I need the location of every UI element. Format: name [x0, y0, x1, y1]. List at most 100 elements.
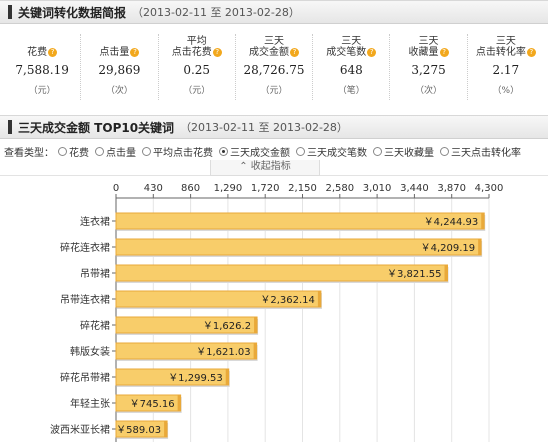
- bar-value-label: ￥1,621.03: [196, 347, 251, 358]
- stat-value: 2.17: [492, 63, 520, 77]
- summary-panel-header: 关键词转化数据简报 （2013-02-11 至 2013-02-28）: [0, 0, 548, 24]
- bar-end-cap: [164, 421, 168, 437]
- view-type-option[interactable]: 三天点击转化率: [440, 144, 521, 159]
- radio-label: 点击量: [106, 147, 136, 159]
- help-icon[interactable]: ?: [289, 48, 299, 57]
- view-type-filter: 查看类型： 花费 点击量 平均点击花费 三天成交金额 三天成交笔数 三天收藏量 三天点击转化…: [4, 143, 544, 159]
- x-tick-label: 3,010: [363, 183, 392, 194]
- view-type-option[interactable]: 花费: [58, 144, 89, 159]
- stat-item: 三天 成交金额? 28,726.75 （元）: [236, 34, 314, 100]
- radio-button[interactable]: [58, 146, 67, 156]
- help-icon[interactable]: ?: [130, 48, 140, 57]
- radio-button[interactable]: [219, 146, 228, 156]
- top10-title: 三天成交金额 TOP10关键词: [18, 120, 175, 135]
- bar-end-cap: [481, 213, 485, 229]
- radio-button[interactable]: [95, 146, 104, 156]
- summary-stats: 花费? 7,588.19 （元） 点击量? 29,869 （次） 平均 点击花费? 0.25 （元…: [4, 34, 544, 100]
- help-icon[interactable]: ?: [48, 48, 58, 57]
- x-tick-label: 430: [144, 183, 163, 194]
- stat-unit: （元）: [260, 86, 288, 96]
- bar-end-cap: [444, 265, 448, 281]
- radio-button[interactable]: [373, 146, 382, 156]
- radio-label: 平均点击花费: [153, 147, 213, 159]
- bar-end-cap: [317, 291, 321, 307]
- view-type-option[interactable]: 三天收藏量: [373, 144, 434, 159]
- x-tick-label: 4,300: [475, 183, 504, 194]
- stat-unit: （元）: [28, 86, 56, 96]
- help-icon[interactable]: ?: [367, 48, 377, 57]
- help-icon[interactable]: ?: [212, 48, 222, 57]
- x-tick-label: 2,580: [325, 183, 354, 194]
- bar-value-label: ￥4,209.19: [421, 243, 476, 254]
- stat-unit: （%）: [492, 86, 520, 96]
- top10-panel-header: 三天成交金额 TOP10关键词 （2013-02-11 至 2013-02-28…: [0, 115, 548, 139]
- radio-label: 三天收藏量: [384, 147, 434, 159]
- stat-label-line: 平均: [186, 36, 207, 47]
- bar-value-label: ￥2,362.14: [260, 295, 315, 306]
- x-tick-label: 0: [113, 183, 119, 194]
- help-icon[interactable]: ?: [526, 48, 536, 57]
- stat-value: 648: [339, 63, 363, 77]
- category-label: 吊带裙: [80, 267, 110, 280]
- category-label: 连衣裙: [80, 215, 110, 228]
- bar-end-cap: [254, 317, 258, 333]
- stat-label-line: 收藏量: [408, 47, 439, 58]
- stat-unit: （笔）: [337, 86, 365, 96]
- view-type-option[interactable]: 点击量: [95, 144, 136, 159]
- stat-item: 花费? 7,588.19 （元）: [4, 34, 82, 100]
- view-type-option[interactable]: 三天成交金额: [219, 144, 290, 159]
- stat-label-line: 点击量: [99, 47, 130, 58]
- bar-end-cap: [177, 395, 181, 411]
- help-icon[interactable]: ?: [439, 48, 449, 57]
- summary-title: 关键词转化数据简报: [18, 5, 127, 20]
- view-type-option[interactable]: 三天成交笔数: [296, 144, 367, 159]
- bar-end-cap: [253, 343, 257, 359]
- stat-label-line: 花费: [27, 47, 48, 58]
- category-label: 韩版女装: [70, 345, 110, 358]
- x-tick-label: 3,440: [400, 183, 429, 194]
- bar-value-label: ￥3,821.55: [387, 269, 442, 280]
- stat-item: 平均 点击花费? 0.25 （元）: [159, 34, 236, 100]
- stat-label-line: 三天: [263, 36, 284, 47]
- radio-button[interactable]: [142, 146, 151, 156]
- stat-label-line: 三天: [418, 36, 439, 47]
- stat-value: 29,869: [98, 63, 141, 77]
- bar-value-label: ￥745.16: [130, 399, 175, 410]
- category-label: 吊带连衣裙: [60, 293, 110, 306]
- bar: [115, 394, 182, 412]
- stat-label-line: 三天: [341, 36, 362, 47]
- radio-button[interactable]: [296, 146, 305, 156]
- collapse-bar: ⌃ 收起指标: [0, 160, 548, 176]
- bar-value-label: ￥589.03: [116, 425, 161, 436]
- radio-label: 花费: [69, 147, 89, 159]
- stat-label-line: 成交金额: [248, 47, 289, 58]
- stat-unit: （元）: [183, 86, 211, 96]
- stat-label: 三天 成交笔数?: [326, 34, 377, 58]
- x-tick-label: 1,290: [214, 183, 243, 194]
- stat-label: 三天 点击转化率?: [476, 34, 536, 58]
- category-label: 年轻主张: [70, 397, 110, 410]
- stat-label: 平均 点击花费?: [172, 34, 222, 58]
- stat-unit: （次）: [415, 86, 443, 96]
- stat-item: 三天 收藏量? 3,275 （次）: [390, 34, 468, 100]
- stat-label: 三天 收藏量?: [409, 34, 449, 58]
- stat-label: 花费?: [27, 34, 58, 58]
- stat-label: 三天 成交金额?: [249, 34, 299, 58]
- radio-label: 三天点击转化率: [451, 147, 521, 159]
- collapse-indicators-button[interactable]: ⌃ 收起指标: [210, 160, 320, 176]
- stat-label-line: 成交笔数: [326, 47, 367, 58]
- summary-date-range: （2013-02-11 至 2013-02-28）: [132, 6, 300, 19]
- x-tick-label: 1,720: [251, 183, 280, 194]
- radio-label: 三天成交笔数: [307, 147, 367, 159]
- stat-value: 7,588.19: [15, 63, 69, 77]
- bar-end-cap: [225, 369, 229, 385]
- chevron-up-icon: ⌃: [239, 161, 248, 172]
- bar-value-label: ￥4,244.93: [424, 217, 479, 228]
- stat-unit: （次）: [105, 86, 133, 96]
- header-marker: [8, 5, 12, 19]
- view-type-option[interactable]: 平均点击花费: [142, 144, 213, 159]
- x-tick-label: 2,150: [288, 183, 317, 194]
- x-tick-label: 3,870: [437, 183, 466, 194]
- radio-button[interactable]: [440, 146, 449, 156]
- stat-value: 3,275: [411, 63, 446, 77]
